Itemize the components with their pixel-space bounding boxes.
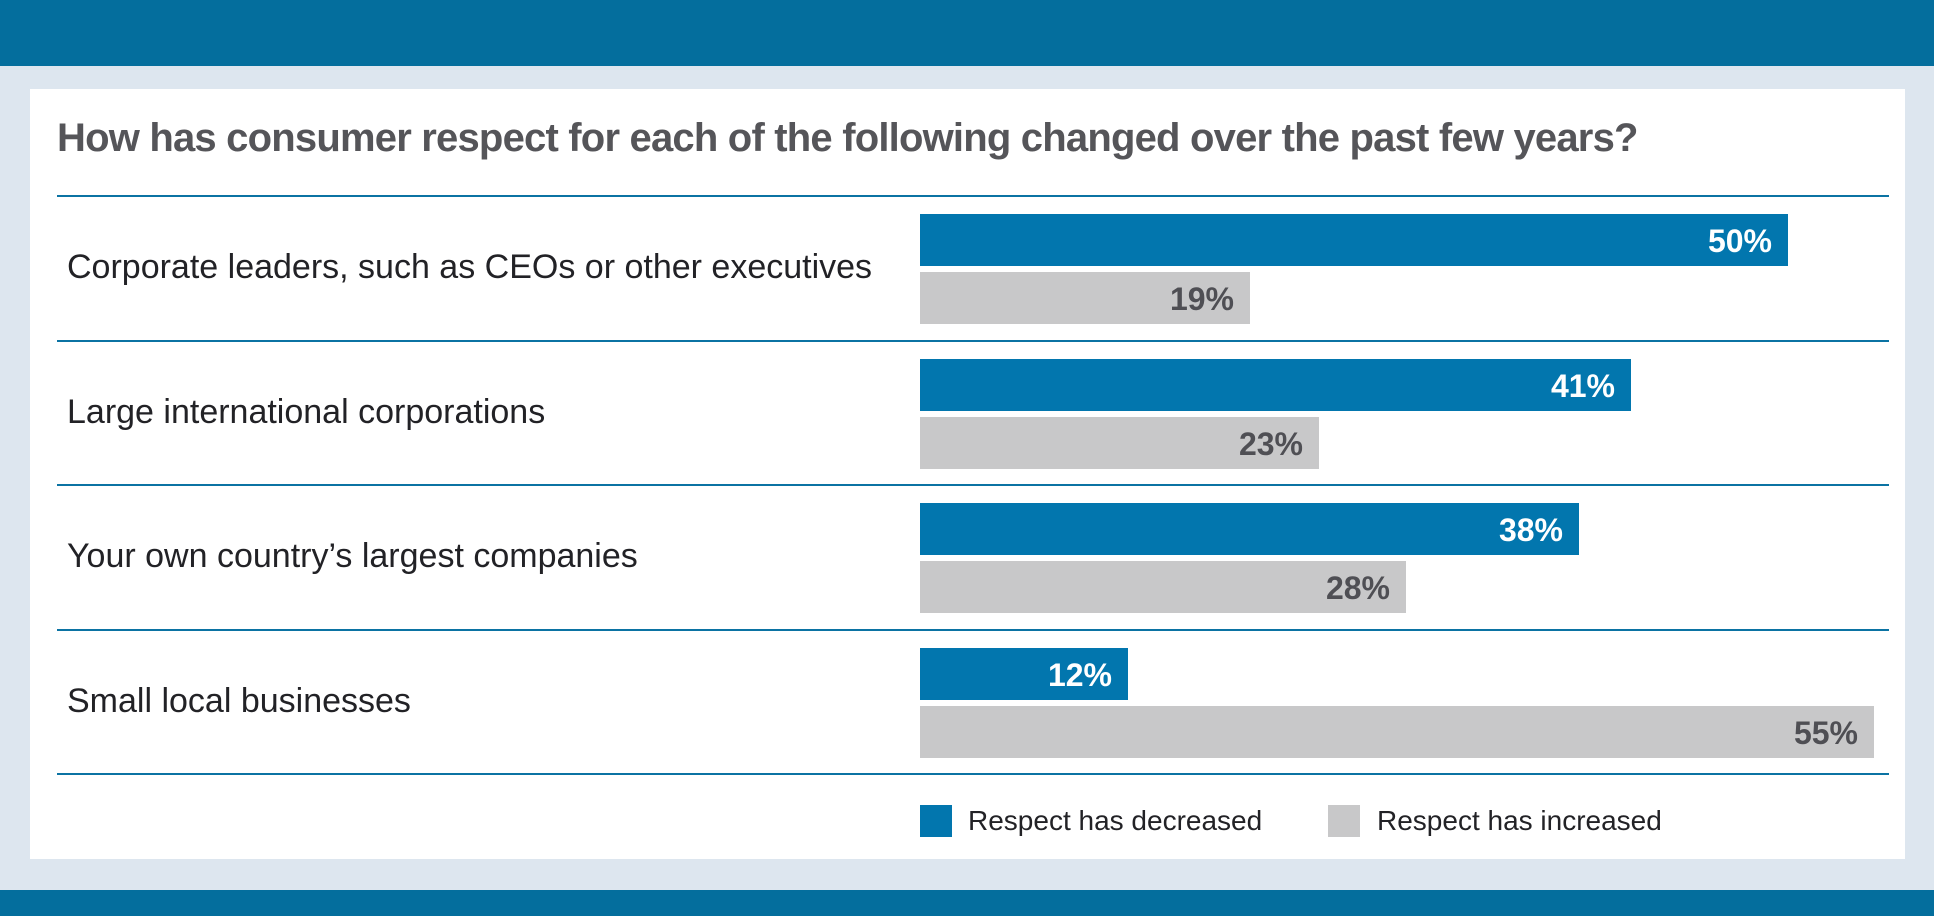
top-banner xyxy=(0,0,1934,66)
legend-swatch-decreased xyxy=(920,805,952,837)
bar-increased: 55% xyxy=(920,706,1874,758)
bar-increased: 19% xyxy=(920,272,1250,324)
bar-decreased: 12% xyxy=(920,648,1128,700)
category-label: Large international corporations xyxy=(67,393,546,431)
bottom-banner xyxy=(0,890,1934,916)
row-divider xyxy=(57,629,1889,631)
legend-label-decreased: Respect has decreased xyxy=(968,805,1263,836)
category-label: Your own country’s largest companies xyxy=(67,537,638,575)
legend-label-increased: Respect has increased xyxy=(1377,805,1662,836)
row-divider xyxy=(57,773,1889,775)
bar-decreased: 50% xyxy=(920,214,1788,266)
bar-decreased: 38% xyxy=(920,503,1579,555)
row-divider xyxy=(57,195,1889,197)
bar-increased: 23% xyxy=(920,417,1319,469)
legend-swatch-increased xyxy=(1328,805,1360,837)
category-label: Corporate leaders, such as CEOs or other… xyxy=(67,248,873,286)
chart-title: How has consumer respect for each of the… xyxy=(57,116,1638,160)
row-divider xyxy=(57,340,1889,342)
bar-increased: 28% xyxy=(920,561,1406,613)
row-divider xyxy=(57,484,1889,486)
category-label: Small local businesses xyxy=(67,682,411,720)
bar-decreased: 41% xyxy=(920,359,1631,411)
